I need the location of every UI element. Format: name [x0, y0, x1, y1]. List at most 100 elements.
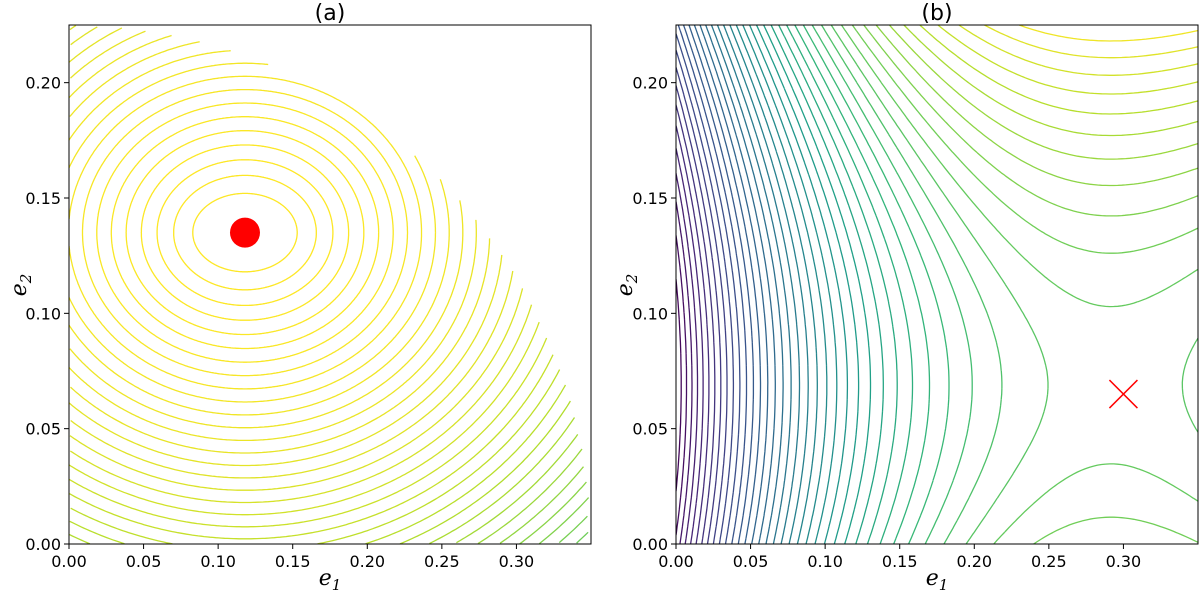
contour-line	[763, 25, 872, 544]
saddle-x-stroke	[1108, 379, 1138, 409]
contour-line	[69, 337, 548, 528]
contour-line	[820, 25, 1003, 544]
x-tick-label: 0.10	[807, 552, 843, 571]
contour-line	[110, 116, 380, 350]
contour-line	[937, 25, 1198, 95]
panel-a-x-ticks: 0.00 0.05 0.10 0.15 0.20 0.25 0.30	[51, 544, 534, 571]
contour-line	[676, 148, 704, 544]
x-tick-label: 0.05	[126, 552, 162, 571]
contour-line	[722, 25, 809, 544]
contour-line	[888, 25, 1198, 160]
y-tick-label: 0.15	[25, 189, 61, 208]
panel-b-y-ticks: 0.00 0.05 0.10 0.15 0.20	[632, 74, 676, 554]
x-tick-label: 0.15	[275, 552, 311, 571]
contour-line	[710, 25, 792, 544]
contour-line	[676, 33, 741, 544]
panel-b-frame	[675, 24, 1199, 545]
contour-line	[676, 173, 699, 544]
y-tick-label: 0.10	[25, 304, 61, 323]
contour-line	[676, 67, 728, 544]
contour-line	[70, 369, 561, 544]
contour-line	[69, 75, 423, 390]
panel-b: (b) 0.00 0.05 0.10 0.15 0.20 0.25 0.30 0.000.0…	[613, 1, 1199, 594]
contour-line	[863, 25, 1198, 217]
contour-line	[770, 25, 884, 544]
panel-a-center-marker	[229, 217, 260, 248]
contour-line	[729, 25, 818, 544]
panel-b-xlabel: e1	[926, 566, 949, 594]
contour-line	[519, 481, 587, 544]
contour-line	[958, 25, 1198, 76]
contour-line	[794, 25, 931, 544]
contour-line	[173, 174, 317, 291]
contour-line	[716, 25, 801, 544]
x-tick-label: 0.10	[200, 552, 236, 571]
x-tick-label: 0.00	[51, 552, 87, 571]
contour-line	[811, 25, 973, 544]
panel-b-contours	[676, 25, 1198, 544]
contour-line	[851, 25, 1198, 544]
contour-line	[676, 125, 710, 544]
x-tick-label: 0.30	[1106, 552, 1142, 571]
y-tick-label: 0.00	[632, 535, 668, 554]
contour-line	[125, 130, 365, 336]
contour-line	[688, 25, 762, 544]
contour-line	[735, 25, 828, 544]
contour-line	[69, 50, 450, 416]
x-tick-label: 0.25	[1031, 552, 1067, 571]
contour-line	[786, 25, 914, 544]
contour-line	[538, 497, 590, 544]
panel-a-ylabel: e2	[7, 274, 35, 297]
contour-line	[676, 49, 735, 544]
y-tick-label: 0.20	[632, 74, 668, 93]
contour-line	[984, 25, 1198, 59]
x-tick-label: 0.25	[424, 552, 460, 571]
contour-line	[69, 41, 464, 429]
panel-a-title: (a)	[315, 1, 346, 26]
panel-b-saddle-marker	[1108, 379, 1138, 409]
x-tick-label: 0.05	[733, 552, 769, 571]
contour-line	[69, 321, 540, 516]
contour-line	[81, 88, 409, 377]
contour-line	[830, 25, 1198, 544]
panel-a: (a) 0.00 0.05 0.10 0.15 0.20 0.25 0.30 0.000.0…	[7, 1, 592, 594]
contour-line	[693, 25, 769, 544]
contour-line	[96, 102, 394, 363]
contour-line	[429, 417, 576, 544]
contour-line	[919, 25, 1198, 115]
x-tick-label: 0.15	[882, 552, 918, 571]
contour-line	[156, 159, 334, 307]
contour-line	[778, 25, 898, 544]
y-tick-label: 0.10	[632, 304, 668, 323]
contour-line	[755, 25, 860, 544]
contour-line	[676, 85, 722, 544]
contour-line	[140, 144, 350, 321]
panel-b-ylabel: e2	[613, 274, 641, 297]
contour-line	[192, 192, 298, 273]
y-tick-label: 0.00	[25, 535, 61, 554]
contour-line	[69, 304, 533, 504]
x-tick-label: 0.00	[658, 552, 694, 571]
x-tick-label: 0.30	[499, 552, 535, 571]
y-tick-label: 0.15	[632, 189, 668, 208]
contour-line	[1018, 25, 1198, 42]
panel-a-contours	[69, 25, 590, 544]
contour-line	[69, 384, 567, 544]
panel-a-frame	[68, 24, 592, 545]
contour-line	[705, 25, 784, 544]
panel-b-x-ticks: 0.00 0.05 0.10 0.15 0.20 0.25 0.30	[658, 544, 1141, 571]
panel-a-xlabel: e1	[319, 566, 342, 594]
contour-line	[69, 34, 477, 442]
x-tick-label: 0.20	[349, 552, 385, 571]
panel-a-y-ticks: 0.00 0.05 0.10 0.15 0.20	[25, 74, 69, 554]
contour-line	[558, 515, 588, 544]
contour-line	[576, 531, 589, 544]
contour-line	[69, 400, 571, 544]
contour-line	[69, 27, 503, 467]
contour-line	[69, 62, 437, 403]
contour-line	[875, 25, 1198, 187]
contour-line	[699, 25, 776, 544]
contour-line	[682, 25, 755, 544]
y-tick-label: 0.05	[25, 420, 61, 439]
